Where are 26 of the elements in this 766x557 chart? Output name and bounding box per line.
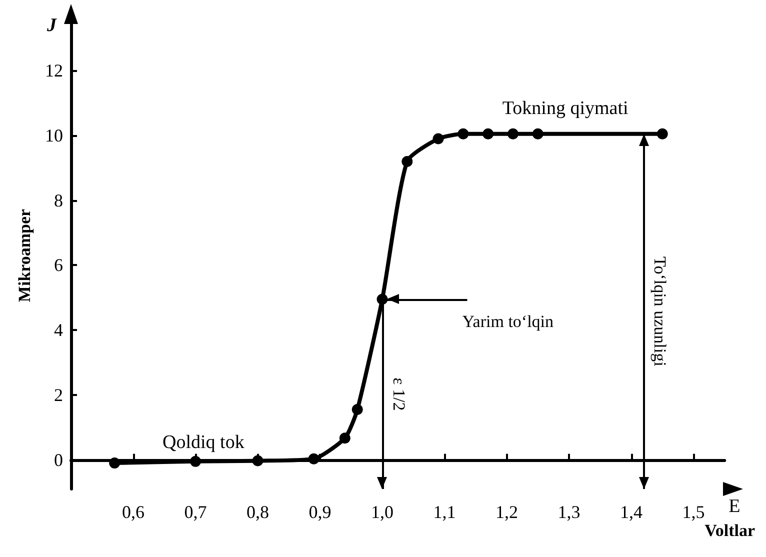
ref-line-label: Yarim to‘lqin xyxy=(462,312,554,331)
text: J xyxy=(46,15,57,36)
x-tick-label: 1,1 xyxy=(433,502,456,522)
x-tick-label: 0,6 xyxy=(122,502,144,522)
x-tick-label: 0,8 xyxy=(246,502,269,522)
y-tick-label: 4 xyxy=(54,320,63,340)
x-tick-label: 0,7 xyxy=(184,502,207,522)
x-tick-label: 1,5 xyxy=(682,502,705,522)
y-tick-label: 8 xyxy=(54,190,63,210)
text: E xyxy=(728,496,740,517)
y-axis-title: Mikroamper xyxy=(15,208,34,302)
y-tick-label: 2 xyxy=(54,384,63,405)
x-tick-label: 1,2 xyxy=(496,502,518,522)
y-tick-label: 0 xyxy=(54,450,63,470)
ref-line-label: To‘lqin uzunligi xyxy=(650,256,670,367)
ref-line-label: ε 1/2 xyxy=(389,378,408,411)
x-axis-title: Voltlar xyxy=(704,520,756,540)
y-tick-label: 6 xyxy=(54,255,63,276)
x-tick-label: 1,3 xyxy=(558,502,580,522)
x-tick-label: 1,0 xyxy=(371,502,394,522)
annotation: Qoldiq tok xyxy=(162,432,245,453)
annotation: Tokning qiymati xyxy=(502,98,628,120)
x-tick-label: 0,9 xyxy=(308,502,332,522)
y-tick-label: 12 xyxy=(45,60,63,81)
x-tick-label: 1,4 xyxy=(620,502,643,522)
y-tick-label: 10 xyxy=(45,126,63,146)
